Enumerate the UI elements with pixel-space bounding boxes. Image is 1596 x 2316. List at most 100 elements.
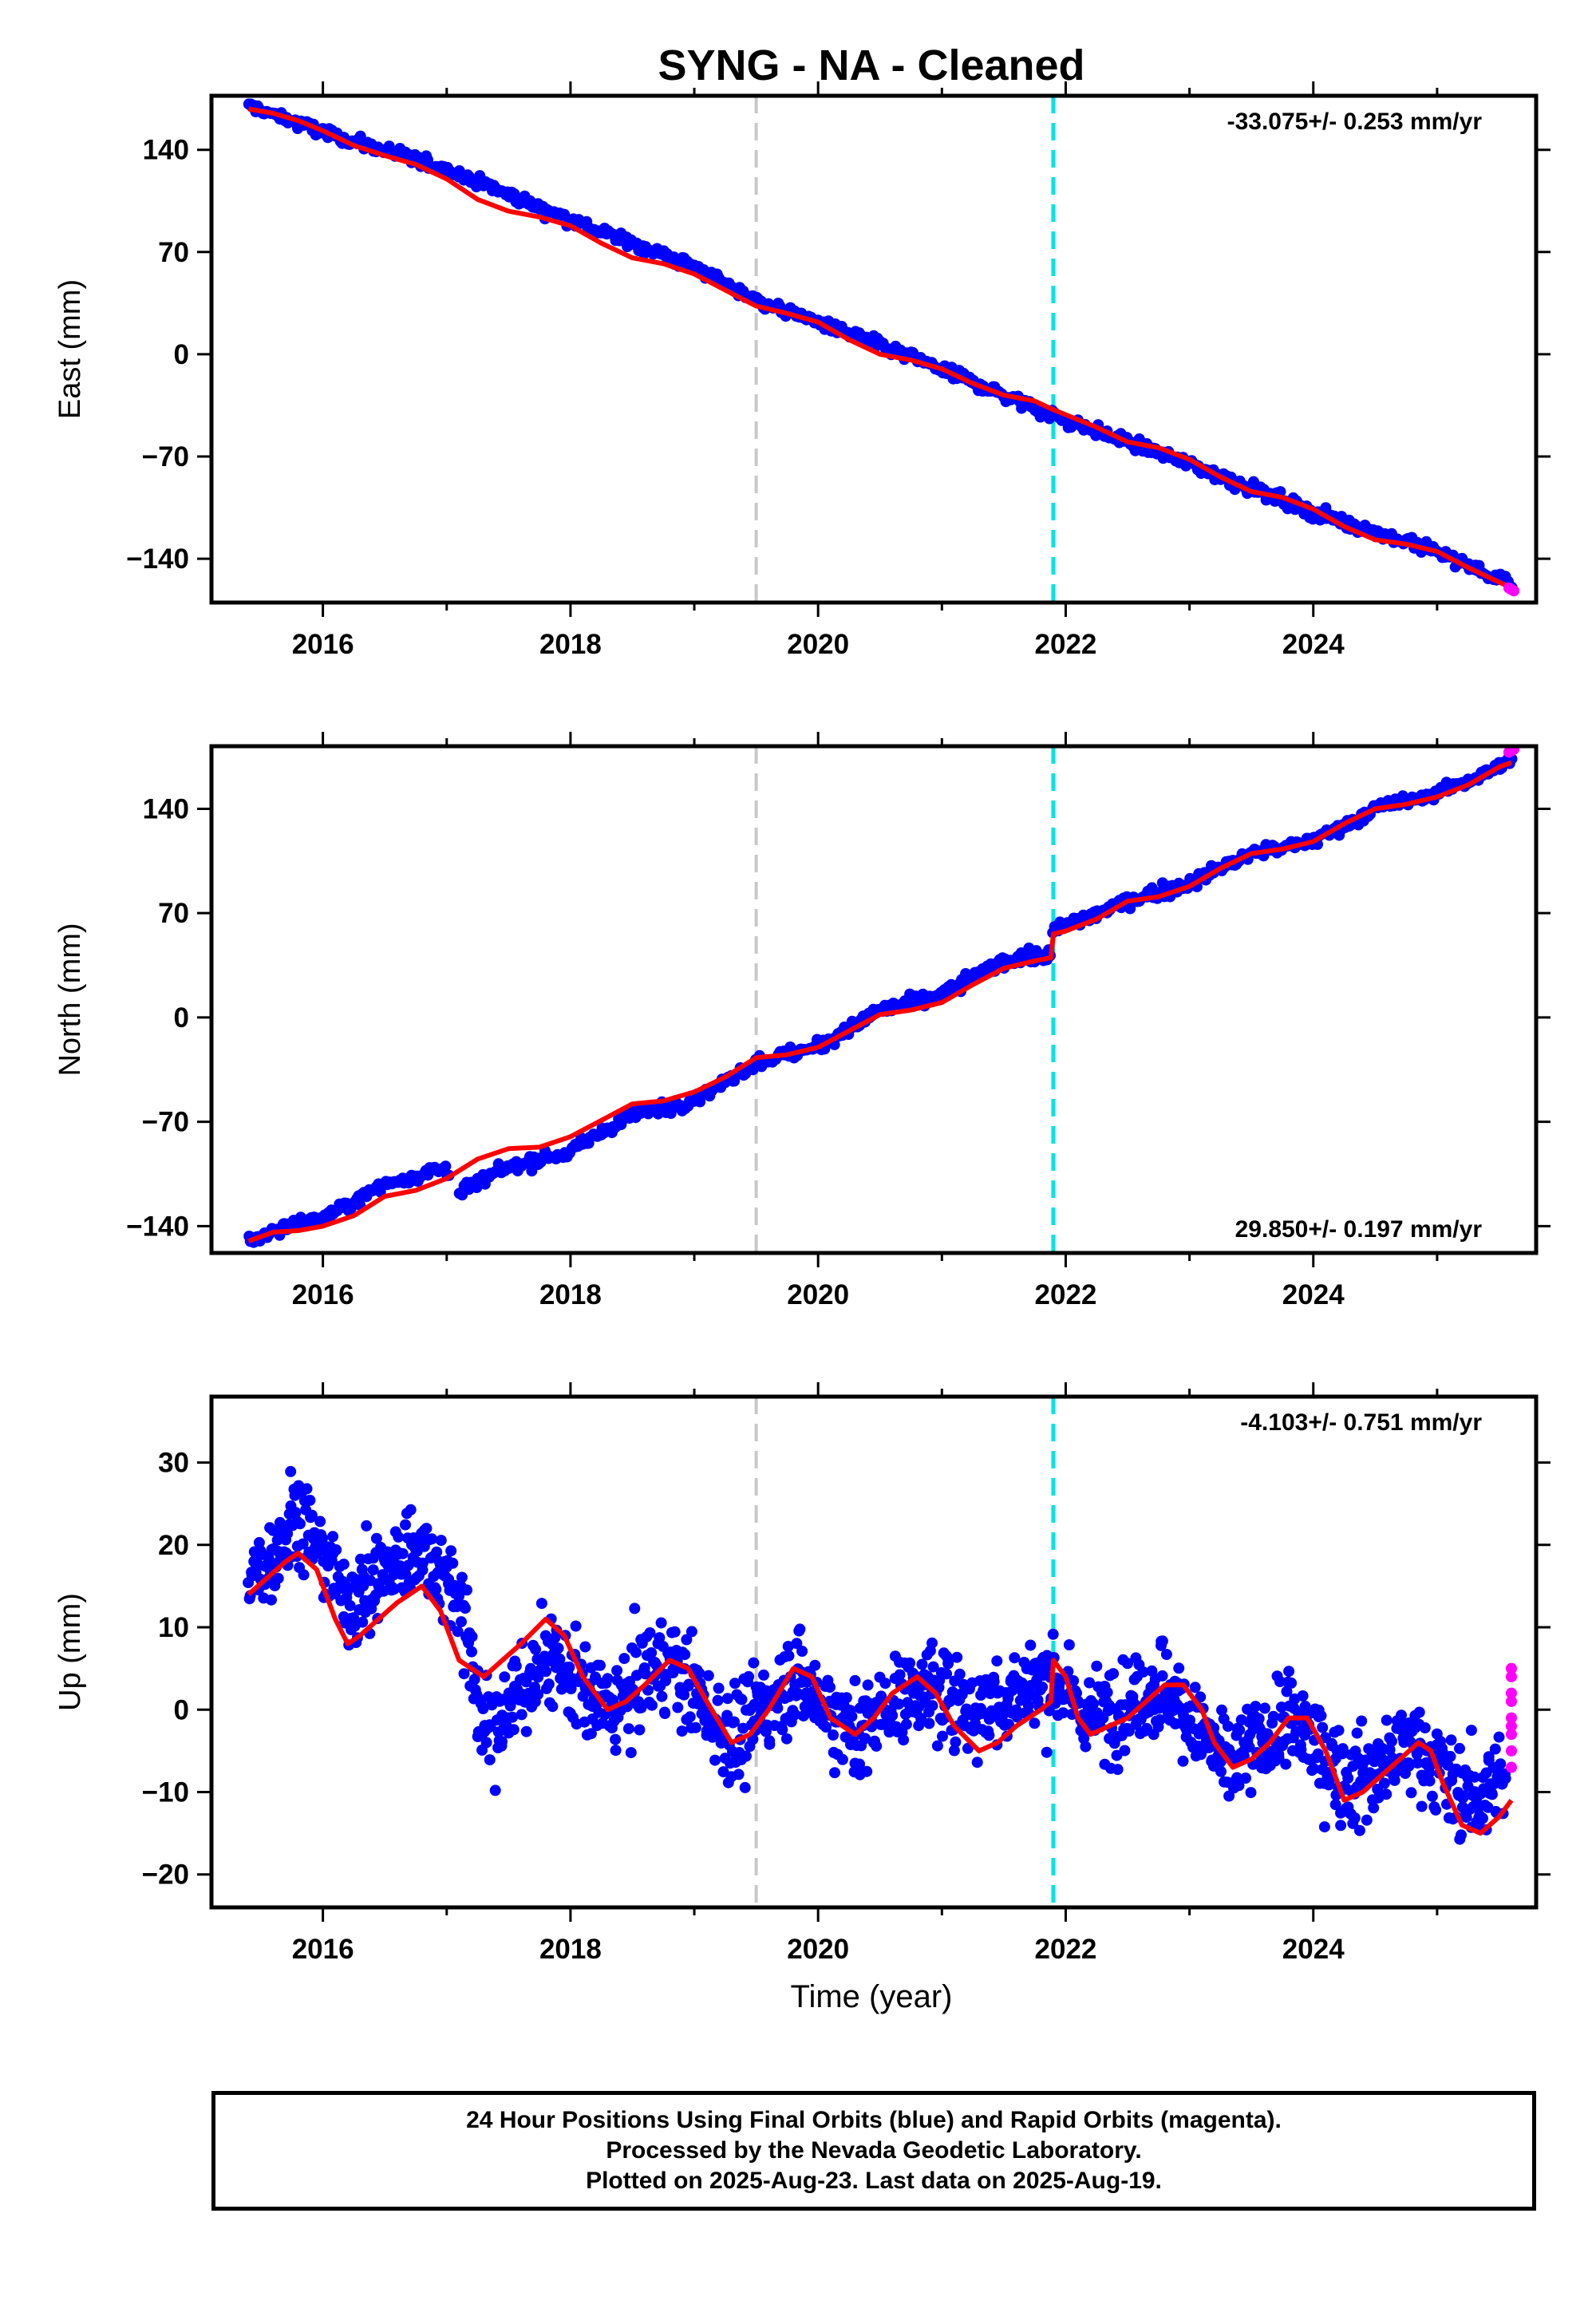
footnote-line-2: Processed by the Nevada Geodetic Laborat…: [606, 2137, 1142, 2164]
data-point: [739, 1781, 751, 1793]
data-point: [1122, 1658, 1133, 1670]
data-point: [579, 1641, 591, 1653]
rapid-point: [1505, 1712, 1517, 1724]
data-point: [1112, 1764, 1124, 1776]
data-point: [683, 1678, 695, 1690]
data-point: [926, 1700, 938, 1712]
data-point: [772, 1702, 784, 1714]
data-point: [717, 1766, 729, 1778]
data-point: [1203, 1741, 1215, 1753]
data-point: [421, 1523, 433, 1535]
data-point: [862, 1679, 874, 1691]
data-point: [712, 1694, 724, 1706]
rapid-orbit-points: [1505, 1662, 1517, 1773]
model-line: [247, 760, 1513, 1243]
data-point: [861, 1765, 873, 1777]
data-point: [1308, 1763, 1320, 1775]
data-point: [849, 1674, 861, 1686]
x-tick-label: 2020: [787, 1279, 849, 1310]
data-point: [1349, 1812, 1361, 1824]
x-tick-label: 2022: [1035, 1279, 1097, 1310]
data-point: [709, 1754, 721, 1766]
data-point: [1454, 1742, 1465, 1754]
data-point: [758, 1669, 769, 1681]
data-point: [1022, 1700, 1034, 1711]
rapid-point: [1505, 1761, 1517, 1773]
data-point: [644, 1627, 656, 1638]
data-point: [1119, 1745, 1131, 1757]
data-point: [1337, 1743, 1349, 1755]
rapid-point: [1505, 1670, 1517, 1682]
y-tick-label: 140: [143, 135, 189, 166]
data-point: [1419, 1722, 1431, 1733]
data-point: [607, 1694, 619, 1706]
data-point: [266, 1594, 277, 1606]
data-point: [1215, 1765, 1227, 1777]
data-point: [344, 1599, 356, 1611]
rapid-point: [1505, 1662, 1517, 1674]
plot-frame: [209, 1394, 1539, 1910]
data-point: [681, 1634, 693, 1646]
data-point: [1351, 1727, 1363, 1739]
x-tick-label: 2020: [787, 1934, 849, 1965]
data-point: [685, 1626, 697, 1638]
data-point: [737, 1722, 749, 1734]
x-tick-label: 2018: [539, 1279, 602, 1310]
data-point: [393, 1531, 405, 1543]
data-point: [971, 1757, 983, 1769]
data-point: [926, 1637, 938, 1649]
data-point: [496, 1736, 508, 1748]
data-point: [629, 1603, 641, 1614]
data-point: [456, 1616, 467, 1628]
data-point: [570, 1620, 582, 1632]
data-point: [1489, 1743, 1501, 1755]
data-point: [1195, 1691, 1207, 1703]
data-point: [1356, 1715, 1368, 1727]
data-point: [927, 1661, 939, 1673]
y-tick-label: −10: [142, 1777, 189, 1808]
y-tick-label: 70: [158, 237, 189, 268]
y-axis-label: East (mm): [53, 279, 87, 419]
data-point: [1280, 1758, 1292, 1770]
data-point: [988, 1676, 1000, 1688]
data-point: [794, 1623, 806, 1635]
x-axis-label: Time (year): [791, 1979, 953, 2014]
data-point: [452, 1626, 464, 1638]
data-point: [625, 1747, 637, 1759]
data-point: [1245, 1787, 1257, 1799]
data-point: [1465, 1725, 1477, 1737]
y-tick-label: −70: [142, 441, 189, 472]
velocity-annotation: -33.075+/- 0.253 mm/yr: [1227, 109, 1483, 135]
data-point: [1047, 1628, 1059, 1640]
data-point: [1424, 1775, 1436, 1787]
data-point: [1234, 1724, 1246, 1736]
final-orbit-points: [243, 752, 1518, 1248]
data-point: [348, 1612, 359, 1624]
data-point: [330, 1544, 342, 1555]
data-point: [1041, 1746, 1053, 1758]
data-point: [1156, 1635, 1168, 1647]
data-point: [622, 1723, 634, 1735]
data-point: [1297, 1690, 1309, 1701]
data-point: [290, 1507, 302, 1519]
data-point: [678, 1689, 690, 1701]
data-point: [1403, 1760, 1415, 1772]
rapid-point: [1505, 1695, 1517, 1707]
data-point: [440, 1160, 452, 1172]
data-point: [702, 1670, 714, 1682]
data-point: [338, 1559, 350, 1570]
rapid-point: [1508, 585, 1520, 597]
data-point: [1317, 1721, 1329, 1733]
data-point: [535, 1598, 547, 1610]
y-tick-label: −20: [142, 1860, 189, 1891]
data-point: [507, 1711, 519, 1723]
figure-title: SYNG - NA - Cleaned: [658, 41, 1084, 89]
data-point: [1222, 1721, 1234, 1733]
data-point: [783, 1650, 795, 1662]
data-point: [634, 1724, 646, 1736]
data-point: [894, 1669, 906, 1681]
data-point: [915, 1713, 927, 1725]
data-point: [1101, 1686, 1113, 1698]
data-point: [904, 1657, 916, 1669]
data-point: [776, 1724, 788, 1736]
